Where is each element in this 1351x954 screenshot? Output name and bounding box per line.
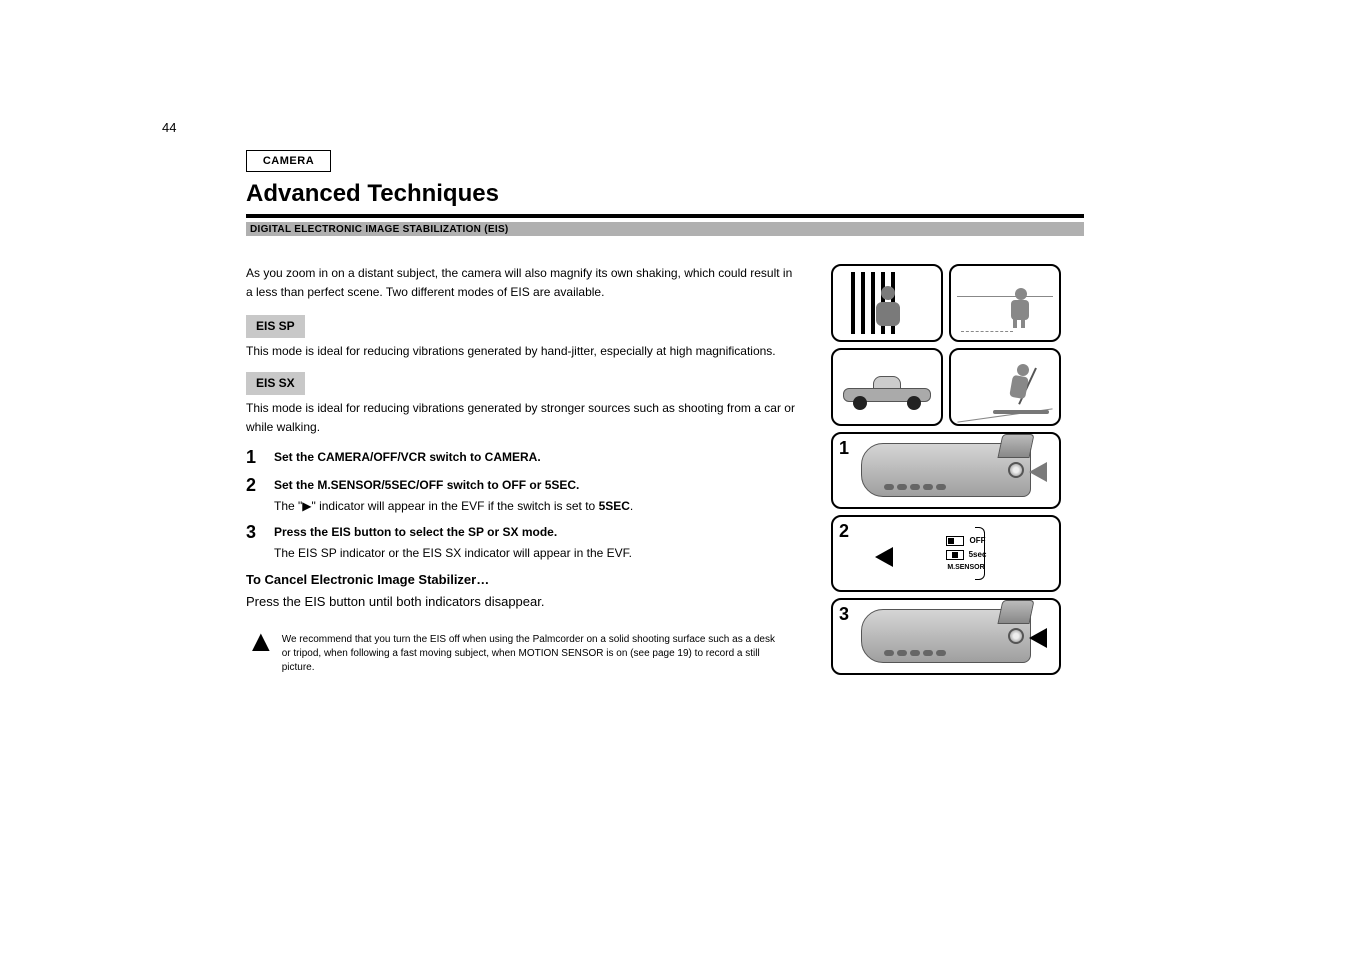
pointer-icon <box>875 547 893 567</box>
camcorder-icon <box>861 609 1031 663</box>
step-2: 2 Set the M.SENSOR/5SEC/OFF switch to OF… <box>246 476 801 515</box>
cancel-title: To Cancel Electronic Image Stabilizer… <box>246 570 801 590</box>
eis-sp-label: EIS SP <box>246 315 305 338</box>
mode-sp-block: EIS SP This mode is ideal for reducing v… <box>246 315 801 360</box>
illus-step-1: 1 <box>831 432 1061 509</box>
brace-icon <box>975 527 985 580</box>
cancel-block: To Cancel Electronic Image Stabilizer… P… <box>246 570 801 612</box>
illustration-column: 1 2 OFF <box>831 264 1061 675</box>
scene-row-2 <box>831 348 1061 426</box>
step-1: 1 Set the CAMERA/OFF/VCR switch to CAMER… <box>246 448 801 468</box>
scene-zoo <box>831 264 943 342</box>
scene-ski <box>949 348 1061 426</box>
title-rule <box>246 214 1084 218</box>
eis-sp-desc: This mode is ideal for reducing vibratio… <box>246 342 801 361</box>
illus-badge-1: 1 <box>839 438 849 459</box>
camcorder-icon <box>861 443 1031 497</box>
step-3: 3 Press the EIS button to select the SP … <box>246 523 801 562</box>
tip-text: We recommend that you turn the EIS off w… <box>282 633 782 675</box>
eis-sx-desc: This mode is ideal for reducing vibratio… <box>246 399 801 436</box>
page-number: 44 <box>162 120 176 135</box>
step-number: 2 <box>246 476 274 515</box>
step-1-text: Set the CAMERA/OFF/VCR switch to CAMERA. <box>274 450 541 464</box>
section-bar: DIGITAL ELECTRONIC IMAGE STABILIZATION (… <box>246 222 1084 236</box>
tip-block: ▲ We recommend that you turn the EIS off… <box>246 633 801 675</box>
step-number: 3 <box>246 523 274 562</box>
step-number: 1 <box>246 448 274 468</box>
tip-triangle-icon: ▲ <box>246 633 276 651</box>
step-2-sub: The "▶" indicator will appear in the EVF… <box>274 497 633 516</box>
step-3-sub: The EIS SP indicator or the EIS SX indic… <box>274 544 632 563</box>
camera-tag: CAMERA <box>246 150 331 172</box>
cancel-body: Press the EIS button until both indicato… <box>246 592 801 612</box>
step-2-sub-bold: 5SEC <box>599 499 630 513</box>
illus-badge-3: 3 <box>839 604 849 625</box>
page-title: Advanced Techniques <box>246 180 1084 208</box>
intro-text: As you zoom in on a distant subject, the… <box>246 264 801 301</box>
pointer-icon <box>1029 628 1047 648</box>
illus-step-2: 2 OFF 5sec M.SENSOR <box>831 515 1061 592</box>
mode-sx-block: EIS SX This mode is ideal for reducing v… <box>246 372 801 436</box>
step-list: 1 Set the CAMERA/OFF/VCR switch to CAMER… <box>246 448 801 562</box>
illus-step-3: 3 <box>831 598 1061 675</box>
step-2-text: Set the M.SENSOR/5SEC/OFF switch to OFF … <box>274 478 579 492</box>
manual-page: CAMERA Advanced Techniques DIGITAL ELECT… <box>246 150 1084 675</box>
eis-sx-label: EIS SX <box>246 372 305 395</box>
step-2-sub-prefix: The "▶" indicator will appear in the EVF… <box>274 499 599 513</box>
step-3-text: Press the EIS button to select the SP or… <box>274 525 557 539</box>
scene-row-1 <box>831 264 1061 342</box>
pointer-icon <box>1029 462 1047 482</box>
scene-car <box>831 348 943 426</box>
body-text-column: As you zoom in on a distant subject, the… <box>246 264 801 675</box>
step-2-sub-suffix: . <box>630 499 633 513</box>
scene-walking <box>949 264 1061 342</box>
